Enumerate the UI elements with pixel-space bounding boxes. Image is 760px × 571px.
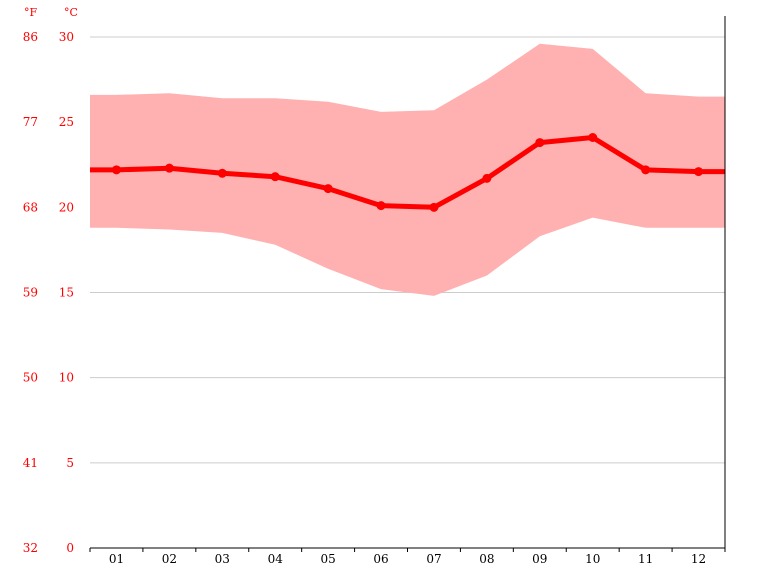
x-tick-label-02: 02: [162, 552, 177, 566]
y-tick-celsius-10: 10: [59, 371, 74, 385]
mean-point-03: [217, 168, 227, 178]
mean-point-08: [482, 173, 492, 183]
x-tick-label-09: 09: [532, 552, 547, 566]
y-tick-fahrenheit-77: 77: [23, 115, 38, 129]
mean-point-05: [323, 184, 333, 194]
y-tick-celsius-15: 15: [59, 286, 74, 300]
y-tick-celsius-30: 30: [59, 30, 74, 44]
mean-point-07: [429, 202, 439, 212]
x-tick-label-05: 05: [320, 552, 335, 566]
y-tick-fahrenheit-50: 50: [23, 371, 38, 385]
x-tick-label-03: 03: [215, 552, 230, 566]
y-tick-celsius-20: 20: [59, 200, 74, 214]
mean-point-01: [111, 165, 121, 175]
mean-point-02: [164, 163, 174, 173]
y-tick-fahrenheit-41: 41: [23, 456, 38, 470]
mean-point-04: [270, 172, 280, 182]
x-tick-label-07: 07: [426, 552, 441, 566]
x-tick-label-10: 10: [585, 552, 600, 566]
celsius-unit-label: °C: [64, 6, 78, 19]
x-tick-label-11: 11: [638, 552, 653, 566]
mean-point-09: [535, 138, 545, 148]
mean-point-06: [376, 201, 386, 211]
y-tick-celsius-0: 0: [66, 541, 74, 555]
y-tick-fahrenheit-68: 68: [23, 200, 38, 214]
x-tick-label-01: 01: [109, 552, 124, 566]
fahrenheit-unit-label: °F: [24, 6, 38, 19]
mean-temperature-line: [90, 135, 725, 210]
mean-point-10: [588, 132, 598, 142]
tick-labels: 01 02 03 04 05 06 07 08 09 10 11 123086257720681559…: [23, 30, 726, 566]
y-tick-fahrenheit-32: 32: [23, 541, 38, 555]
mean-point-11: [641, 165, 651, 175]
x-tick-label-12: 12: [691, 552, 706, 566]
y-tick-celsius-25: 25: [59, 115, 74, 129]
x-tick-label-06: 06: [373, 552, 388, 566]
y-tick-fahrenheit-59: 59: [23, 286, 38, 300]
y-tick-fahrenheit-86: 86: [23, 30, 38, 44]
y-tick-celsius-5: 5: [66, 456, 74, 470]
temperature-range-band: [90, 43, 725, 296]
mean-point-12: [694, 167, 704, 177]
x-tick-label-08: 08: [479, 552, 494, 566]
x-tick-label-04: 04: [268, 552, 284, 566]
mean-temperature-points: [111, 132, 704, 212]
